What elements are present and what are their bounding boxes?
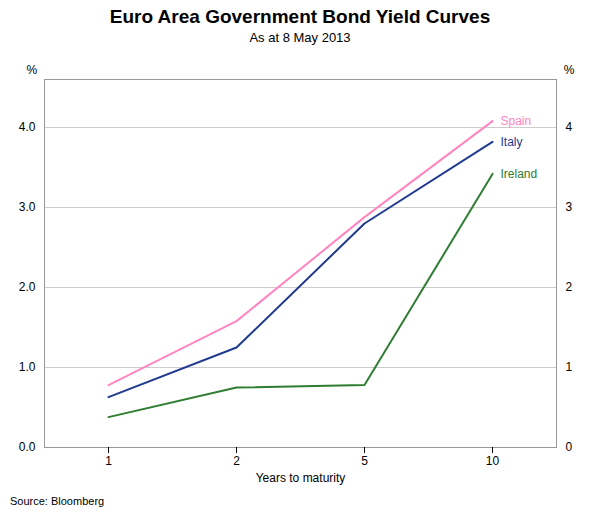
svg-text:2: 2: [566, 280, 573, 294]
svg-text:1: 1: [566, 360, 573, 374]
html-text:As at 8 May 2013: As at 8 May 2013: [249, 30, 351, 45]
svg-text:Italy: Italy: [501, 135, 523, 149]
svg-text:Ireland: Ireland: [501, 167, 538, 181]
svg-text:3.0: 3.0: [19, 200, 36, 214]
svg-text:3: 3: [566, 200, 573, 214]
svg-text:Spain: Spain: [501, 114, 532, 128]
svg-text:2: 2: [233, 454, 240, 468]
svg-text:%: %: [27, 63, 38, 77]
html-text:Euro Area Government Bond Yiel: Euro Area Government Bond Yield Curves: [109, 6, 491, 27]
svg-text:0: 0: [566, 440, 573, 454]
svg-text:0.0: 0.0: [19, 440, 36, 454]
svg-text:%: %: [564, 63, 575, 77]
svg-text:5: 5: [361, 454, 368, 468]
svg-text:10: 10: [486, 454, 500, 468]
svg-text:2.0: 2.0: [19, 280, 36, 294]
html-text:Source: Bloomberg: Source: Bloomberg: [10, 495, 105, 507]
svg-text:1.0: 1.0: [19, 360, 36, 374]
svg-text:4: 4: [566, 120, 573, 134]
svg-text:Years to maturity: Years to maturity: [256, 471, 346, 485]
svg-text:1: 1: [105, 454, 112, 468]
svg-text:4.0: 4.0: [19, 120, 36, 134]
